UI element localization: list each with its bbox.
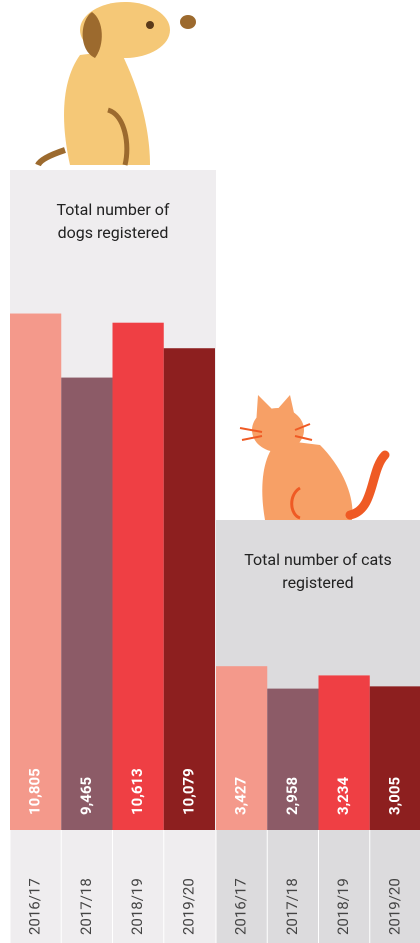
value-label: 3,427 xyxy=(232,777,250,815)
x-tick-label: 2016/17 xyxy=(232,878,250,935)
cat-icon xyxy=(239,395,390,520)
x-tick-label: 2019/20 xyxy=(179,878,197,935)
bar xyxy=(10,313,62,830)
bar xyxy=(369,686,420,830)
x-tick-label: 2019/20 xyxy=(385,878,403,935)
bar xyxy=(163,348,215,830)
bar xyxy=(318,675,370,830)
bar xyxy=(267,688,319,830)
value-label: 10,613 xyxy=(128,768,146,815)
bar xyxy=(216,666,268,830)
chart-title: Total number of dogs registered xyxy=(56,200,170,242)
x-tick-label: 2016/17 xyxy=(26,878,44,935)
value-label: 3,005 xyxy=(385,777,403,815)
bar xyxy=(112,322,164,830)
value-label: 9,465 xyxy=(77,777,95,815)
value-label: 10,079 xyxy=(179,768,197,815)
x-tick-label: 2017/18 xyxy=(77,878,95,935)
value-label: 10,805 xyxy=(26,768,44,815)
chart-title: Total number of cats registered xyxy=(244,550,392,592)
value-label: 2,958 xyxy=(283,777,301,815)
dog-icon xyxy=(35,2,196,167)
x-tick-label: 2018/19 xyxy=(128,878,146,935)
bar xyxy=(61,377,113,830)
x-tick-label: 2018/19 xyxy=(334,878,352,935)
x-tick-label: 2017/18 xyxy=(283,878,301,935)
value-label: 3,234 xyxy=(334,776,352,815)
